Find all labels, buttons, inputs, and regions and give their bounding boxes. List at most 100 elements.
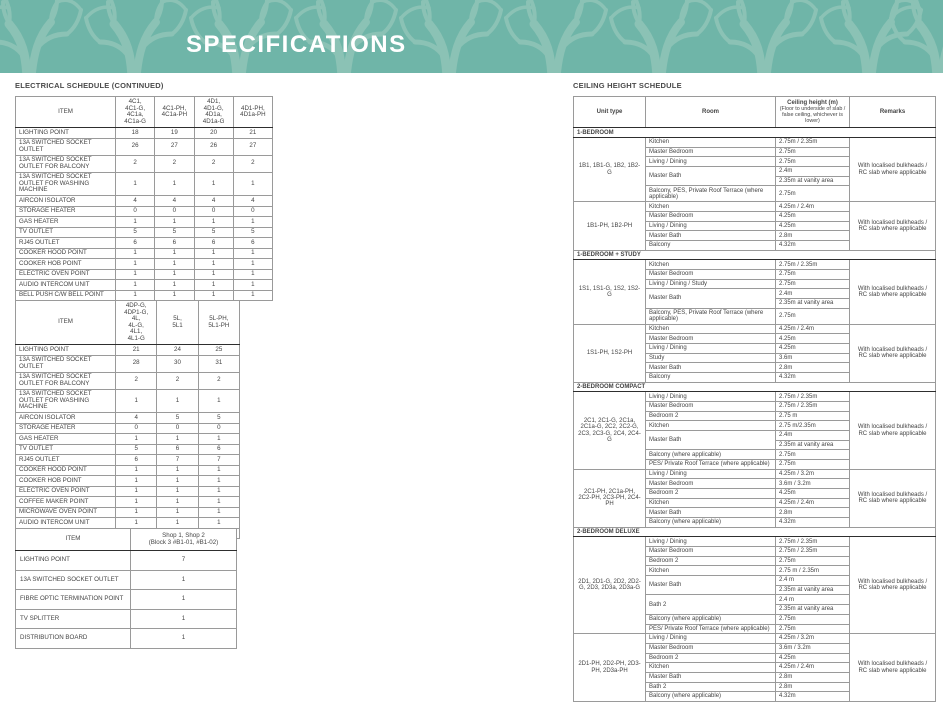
item-value: 27 [232,137,274,156]
item-value: 0 [114,205,156,217]
item-value: 5 [114,226,156,238]
room-cell: Master Bedroom [645,211,776,222]
unit-type-cell: 2D1-PH, 2D2-PH, 2D3-PH, 2D3a-PH [573,633,646,702]
height-cell: 2.4 m [775,575,850,586]
item-value: 24 [156,344,199,356]
height-cell: 2.75 m / 2.35m [775,565,850,577]
item-value: 1 [114,289,156,301]
item-value: 1 [193,289,234,301]
height-cell: 2.75 m [775,410,850,422]
item-value: 1 [156,517,199,529]
item-value: 1 [193,268,234,280]
room-cell: Balcony [645,372,776,383]
section-band-label: 1-BEDROOM + STUDY [573,249,936,261]
item-value: 1 [156,506,199,518]
item-column-header: ITEM [15,96,116,128]
room-cell: Kitchen [645,565,776,577]
room-cell: Living / Dining [645,343,776,354]
item-value: 1 [114,268,156,280]
room-cell: Living / Dining [645,391,776,403]
item-value: 21 [114,344,158,356]
item-value: 1 [114,279,156,291]
item-value: 1 [232,258,274,270]
item-label: LIGHTING POINT [15,550,131,571]
table-row: RJ45 OUTLET 6 7 7 [15,454,241,466]
table-row: LIGHTING POINT 18 19 20 21 [15,127,274,139]
item-value: 1 [114,216,156,228]
item-value: 1 [114,506,158,518]
item-value: 1 [154,216,195,228]
table-row: Balcony (where applicable) 4.32m [574,691,936,702]
remarks-cell: With localised bulkheads / RC slab where… [849,201,936,251]
table-row: 1S1, 1S1-G, 1S2, 1S2-G Kitchen 2.75m / 2.3… [573,259,936,325]
room-cell: Kitchen [645,201,776,212]
item-value: 5 [232,226,274,238]
item-value: 1 [130,608,237,629]
item-value: 1 [156,475,199,487]
item-value: 1 [232,289,274,301]
height-cell: 2.75m [775,613,850,625]
height-cell: 2.75 m/2.35m [775,420,850,432]
item-value: 0 [232,205,274,217]
item-value: 1 [154,268,195,280]
room-cell: Kitchen [645,420,776,432]
height-cell: 2.4m [775,430,850,441]
table-row: AUDIO INTERCOM UNIT 1 1 1 [15,517,241,529]
item-label: 13A SWITCHED SOCKET OUTLET FOR BALCONY [15,154,116,173]
height-cell: 4.25m / 2.4m [775,201,850,212]
item-value: 1 [156,496,199,508]
remarks-cell: With localised bulkheads / RC slab where… [849,468,936,528]
height-cell: 2.75m [775,146,850,158]
header-row: ITEM 4C1, 4C1-G, 4C1a, 4C1a-G 4C1-PH, 4C1a-PH 4… [15,96,274,128]
item-value: 1 [197,496,241,508]
height-cell: 2.75m [775,156,850,167]
item-value: 28 [114,354,158,373]
room-cell: Balcony, PES, Private Roof Terrace (wher… [645,307,776,325]
item-value: 2 [193,154,234,173]
height-cell: 2.75m [775,185,850,203]
unit-type-cell: 2C1-PH, 2C1a-PH, 2C2-PH, 2C3-PH, 2C4-PH [573,468,646,528]
item-value: 0 [193,205,234,217]
table-row: FIBRE OPTIC TERMINATION POINT 1 [15,589,237,610]
item-value: 2 [154,154,195,173]
item-value: 1 [114,517,158,529]
item-value: 5 [114,443,158,455]
item-label: 13A SWITCHED SOCKET OUTLET [15,137,116,156]
height-cell: 2.4 m [775,594,850,606]
table-row: 2D1-PH, 2D2-PH, 2D3-PH, 2D3a-PH Living / … [573,633,936,702]
room-cell: Master Bedroom [645,546,776,557]
page-title: SPECIFICATIONS [186,31,407,58]
item-value: 6 [114,454,158,466]
table-row: TV SPLITTER 1 [15,608,237,629]
item-value: 1 [130,628,237,649]
header-row: ITEM Shop 1, Shop 2 (Block 3 #B1-01, #B1-0… [15,528,237,551]
remarks-cell: With localised bulkheads / RC slab where… [849,136,936,203]
unit-type-cell: 1B1-PH, 1B2-PH [573,201,646,251]
height-cell: 2.75m [775,307,850,325]
electrical-schedule-heading: ELECTRICAL SCHEDULE (CONTINUED) [15,81,164,90]
item-column-header: ITEM [15,528,131,551]
height-cell: 4.25m [775,652,850,664]
room-cell: Kitchen [645,259,776,270]
item-value: 2 [232,154,274,173]
item-value: 1 [197,506,241,518]
height-cell: 2.4m [775,166,850,177]
item-label: RJ45 OUTLET [15,454,116,466]
room-cell: Master Bedroom [645,146,776,158]
room-cell: Kitchen [645,323,776,335]
table-row: GAS HEATER 1 1 1 [15,433,241,445]
room-cell: Study [645,352,776,364]
table-row: AIRCON ISOLATOR 4 5 5 [15,412,241,424]
item-value: 7 [197,454,241,466]
room-cell: Master Bath [645,575,776,596]
item-value: 6 [114,237,156,249]
item-value: 1 [193,247,234,259]
table-row: 13A SWITCHED SOCKET OUTLET FOR BALCONY 2 2… [15,371,241,390]
height-cell: 2.75m [775,269,850,280]
table-row: 1S1-PH, 1S2-PH Kitchen 4.25m / 2.4m With lo… [573,323,936,383]
height-cell: 2.75m / 2.35m [775,546,850,557]
item-value: 4 [154,195,195,207]
table-row: ELECTRIC OVEN POINT 1 1 1 [15,485,241,497]
item-value: 26 [114,137,156,156]
table-row: TV OUTLET 5 6 6 [15,443,241,455]
